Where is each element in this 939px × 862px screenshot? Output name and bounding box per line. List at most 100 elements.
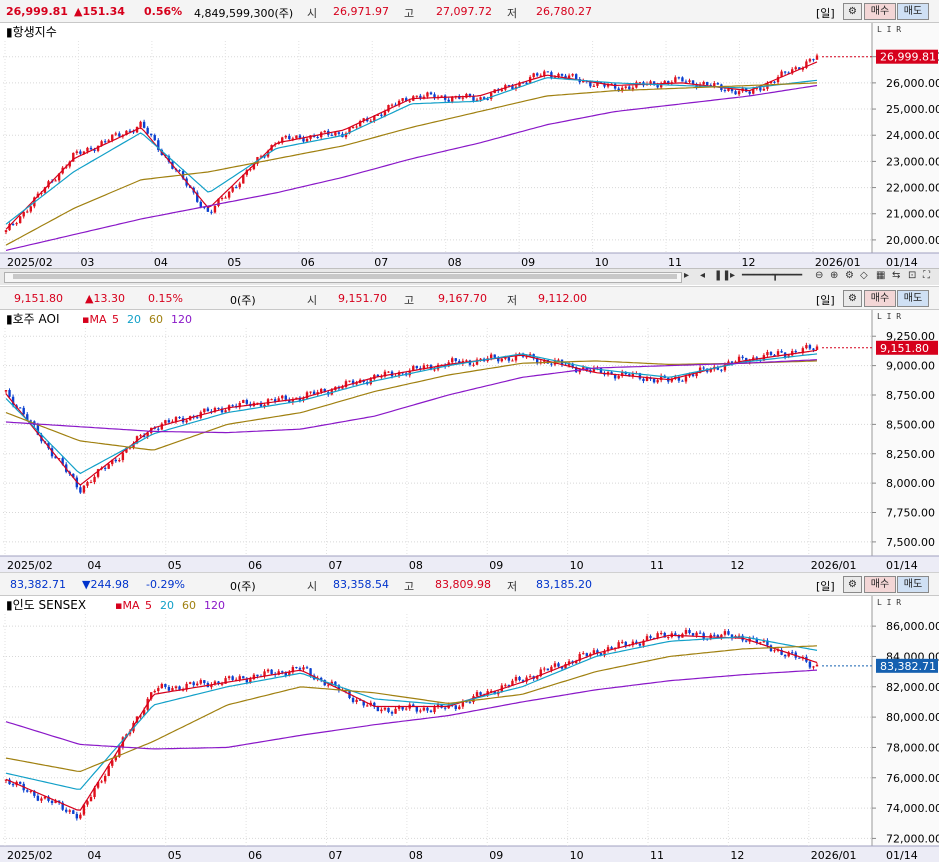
candle-body bbox=[791, 69, 794, 74]
x-tick-label: 06 bbox=[301, 256, 315, 269]
scroll-right-icon[interactable]: ▸ bbox=[684, 270, 690, 281]
candle-body bbox=[504, 684, 507, 686]
candle-body bbox=[309, 391, 312, 393]
compare-icon[interactable]: ⇆ bbox=[892, 270, 901, 281]
pause-icon[interactable]: ❚❚ bbox=[714, 270, 731, 281]
candle-body bbox=[68, 161, 71, 167]
chart-scrollbar[interactable]: ▸ ◂ ❚❚ ▸ ━━━━━┳━━━━ ⊖ ⊕ ⚙ ◇ ▦ ⇆ ⊡ ⛶ bbox=[0, 268, 939, 285]
x-tick-label: 05 bbox=[168, 559, 182, 572]
lir-label: L I R bbox=[877, 25, 901, 34]
x-tick-label: 12 bbox=[730, 559, 744, 572]
candle-body bbox=[213, 681, 217, 685]
x-tick-label: 10 bbox=[595, 256, 609, 269]
candle-body bbox=[18, 216, 22, 224]
layout-icon[interactable]: ▦ bbox=[876, 270, 886, 281]
period-button[interactable]: [일] bbox=[816, 580, 835, 593]
candle-body bbox=[518, 676, 521, 681]
candle-body bbox=[727, 88, 730, 91]
candle-body bbox=[82, 485, 86, 493]
candle-body bbox=[443, 707, 447, 709]
candle-body bbox=[96, 782, 100, 788]
aoi-chart[interactable]: ▮호주 AOI ▪MA 5 20 60 120 L I R 9,250.00 9,000.00 8… bbox=[0, 310, 939, 572]
candle-body bbox=[808, 59, 812, 62]
buy-button[interactable]: 매수 bbox=[864, 290, 896, 307]
candle-body bbox=[206, 408, 210, 412]
settings-icon[interactable]: ⚙ bbox=[843, 3, 862, 20]
candle-body bbox=[185, 683, 188, 690]
candle-body bbox=[50, 448, 54, 457]
candle-body bbox=[628, 86, 631, 90]
candle-body bbox=[482, 97, 486, 99]
candle-body bbox=[316, 137, 319, 139]
x-tick-label: 04 bbox=[87, 559, 101, 572]
candle-body bbox=[43, 187, 47, 193]
candle-body bbox=[192, 682, 195, 686]
candle-body bbox=[681, 380, 684, 382]
zoom-slider[interactable]: ━━━━━┳━━━━ bbox=[742, 270, 803, 281]
candle-body bbox=[355, 699, 358, 702]
candle-body bbox=[344, 133, 348, 138]
candle-body bbox=[603, 650, 606, 656]
y-tick-label: 76,000.00 bbox=[886, 772, 939, 785]
candle-body bbox=[139, 715, 142, 717]
sell-button[interactable]: 매도 bbox=[897, 290, 929, 307]
candle-body bbox=[125, 447, 128, 453]
sell-button[interactable]: 매도 bbox=[897, 3, 929, 20]
candle-body bbox=[617, 376, 620, 379]
chart-title: ▮인도 SENSEX bbox=[6, 598, 86, 612]
y-tick-label: 80,000.00 bbox=[886, 711, 939, 724]
hsi-info-bar: 26,999.81 ▲151.34 0.56% 4,849,599,300(주)… bbox=[0, 0, 939, 23]
candle-body bbox=[288, 672, 291, 676]
candle-body bbox=[663, 81, 666, 84]
candle-body bbox=[103, 141, 107, 143]
candle-body bbox=[649, 378, 652, 380]
rewind-icon[interactable]: ◂ bbox=[700, 270, 706, 281]
candle-body bbox=[234, 187, 238, 189]
x-tick-label: 10 bbox=[570, 849, 584, 862]
buy-button[interactable]: 매수 bbox=[864, 576, 896, 593]
candle-body bbox=[730, 88, 734, 92]
candle-body bbox=[220, 197, 224, 199]
candle-body bbox=[773, 650, 776, 652]
candle-body bbox=[217, 681, 220, 684]
candle-body bbox=[617, 88, 620, 92]
fit-icon[interactable]: ⊡ bbox=[908, 270, 917, 281]
candle-body bbox=[582, 653, 585, 655]
zoom-in-icon[interactable]: ⊕ bbox=[830, 270, 839, 281]
low-value: 26,780.27 bbox=[536, 5, 592, 18]
candle-body bbox=[373, 115, 376, 121]
zoom-out-icon[interactable]: ⊖ bbox=[815, 270, 824, 281]
candle-body bbox=[217, 198, 220, 206]
ma-line-120 bbox=[5, 359, 818, 434]
gear-icon[interactable]: ⚙ bbox=[845, 270, 854, 281]
candle-body bbox=[631, 373, 635, 377]
settings-icon[interactable]: ⚙ bbox=[843, 576, 862, 593]
candle-body bbox=[514, 354, 518, 361]
play-icon[interactable]: ▸ bbox=[730, 270, 736, 281]
sell-button[interactable]: 매도 bbox=[897, 576, 929, 593]
candle-body bbox=[231, 187, 234, 192]
settings-icon[interactable]: ⚙ bbox=[843, 290, 862, 307]
candle-body bbox=[762, 640, 766, 643]
y-tick-label: 9,000.00 bbox=[886, 360, 935, 373]
sensex-chart[interactable]: ▮인도 SENSEX ▪MA 5 20 60 120 L I R86,000.0084,00… bbox=[0, 596, 939, 862]
toggle-icon[interactable]: ◇ bbox=[860, 270, 868, 281]
scroll-thumb[interactable] bbox=[13, 274, 677, 279]
high-value: 83,809.98 bbox=[435, 578, 491, 591]
period-button[interactable]: [일] bbox=[816, 7, 835, 20]
candle-body bbox=[550, 666, 553, 671]
buy-button[interactable]: 매수 bbox=[864, 3, 896, 20]
candle-body bbox=[624, 86, 627, 88]
candle-body bbox=[798, 67, 801, 70]
candle-body bbox=[787, 72, 790, 74]
period-button[interactable]: [일] bbox=[816, 294, 835, 307]
candle-body bbox=[574, 660, 578, 664]
candle-body bbox=[695, 373, 698, 377]
candle-body bbox=[560, 73, 564, 76]
expand-icon[interactable]: ⛶ bbox=[923, 270, 930, 281]
candle-body bbox=[160, 423, 164, 430]
scroll-track[interactable] bbox=[4, 272, 682, 283]
change-pct: -0.29% bbox=[146, 578, 185, 591]
volume: 4,849,599,300(주) bbox=[194, 7, 294, 20]
